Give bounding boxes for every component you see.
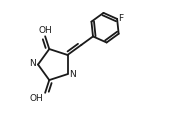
Text: OH: OH (30, 93, 44, 102)
Text: F: F (119, 14, 124, 23)
Text: N: N (69, 70, 76, 79)
Text: N: N (30, 59, 36, 68)
Text: OH: OH (38, 26, 52, 35)
